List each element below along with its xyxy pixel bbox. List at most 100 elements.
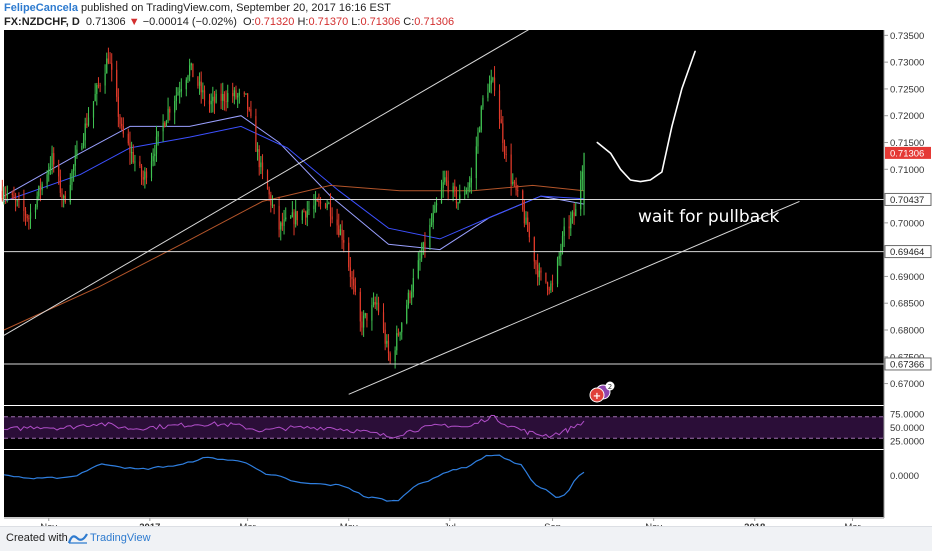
candle-body: [152, 156, 154, 162]
candle: [580, 170, 582, 216]
candle-body: [306, 210, 308, 218]
candle-body: [41, 183, 43, 191]
candle-body: [537, 264, 539, 278]
candle-body: [424, 242, 426, 248]
candle: [24, 207, 27, 226]
tradingview-brand[interactable]: TradingView: [90, 532, 151, 544]
candle-body: [412, 277, 414, 292]
created-with-text: Created with: [6, 532, 68, 544]
time-tick-label: Mar: [239, 522, 255, 526]
candle-body: [46, 174, 48, 184]
candle: [16, 198, 18, 207]
price-chart[interactable]: wait for pullback +2 0.73500 0.73000 0.7250…: [0, 30, 932, 526]
candle: [571, 210, 574, 224]
candle: [121, 117, 123, 131]
candle: [39, 178, 42, 202]
candle: [548, 286, 550, 295]
candle: [455, 186, 458, 209]
ohlc-close-label: C:: [403, 16, 415, 28]
candle-body: [387, 340, 390, 354]
candle: [343, 229, 345, 253]
events-badge[interactable]: +2: [589, 381, 615, 403]
candle: [106, 52, 108, 74]
candle-body: [232, 93, 234, 97]
candle-body: [349, 267, 351, 277]
candle: [197, 76, 199, 89]
candle-body: [6, 193, 8, 196]
candle-body: [76, 149, 78, 156]
candle: [452, 182, 454, 202]
candle: [563, 217, 565, 247]
candle-body: [296, 211, 298, 221]
candle-body: [421, 253, 423, 259]
candle-body: [87, 117, 90, 126]
time-tick-label: Jul: [444, 522, 456, 526]
candle-body: [429, 224, 431, 248]
candle-body: [556, 258, 559, 284]
candle: [180, 78, 182, 98]
candle: [470, 167, 472, 194]
candle: [440, 179, 443, 204]
trendline-0[interactable]: [3, 30, 533, 336]
candle-body: [490, 80, 492, 85]
macd-pane[interactable]: [4, 450, 884, 517]
candle: [303, 208, 305, 213]
main-pane[interactable]: [4, 30, 884, 405]
tradingview-logo-icon[interactable]: [68, 530, 88, 546]
candle: [411, 284, 413, 305]
candle-body: [328, 203, 330, 205]
candle-body: [174, 101, 176, 113]
candle: [533, 236, 535, 269]
candle-body: [339, 229, 342, 236]
candle: [523, 199, 525, 228]
candle-body: [283, 219, 285, 226]
candle-body: [551, 283, 554, 285]
candle-body: [505, 154, 507, 156]
candle: [260, 156, 262, 175]
level-tag-label: 0.69464: [890, 247, 924, 258]
candle: [140, 163, 143, 185]
event-count-bubble: [605, 381, 615, 391]
price-tick-label: 0.69000: [890, 272, 924, 283]
candle: [283, 209, 285, 235]
projection-drawing[interactable]: [596, 50, 696, 183]
candle: [74, 145, 76, 177]
candle-body: [444, 177, 446, 183]
annotation-wait-for-pullback[interactable]: wait for pullback: [638, 207, 779, 227]
candle: [177, 87, 179, 96]
candle: [389, 351, 391, 364]
candle-body: [399, 332, 401, 336]
candle: [13, 186, 15, 199]
candle-body: [313, 205, 315, 210]
candle: [406, 299, 408, 325]
candle-body: [180, 89, 182, 92]
candle-body: [366, 313, 368, 321]
candle-body: [527, 217, 529, 232]
candle: [15, 192, 17, 212]
candle: [49, 156, 52, 175]
candle: [341, 220, 343, 249]
candle-body: [318, 201, 320, 203]
candle-body: [106, 58, 108, 74]
candle: [363, 310, 365, 337]
candle-body: [139, 161, 141, 166]
candle: [480, 105, 482, 133]
candle-body: [59, 176, 61, 193]
candle: [394, 346, 396, 369]
candle-body: [363, 315, 365, 328]
candle: [469, 176, 471, 193]
author-link[interactable]: FelipeCancela: [4, 2, 78, 14]
candle: [430, 213, 433, 228]
candle-body: [203, 90, 206, 101]
candle-body: [488, 84, 491, 93]
candle-body: [503, 142, 506, 155]
last-price: 0.71306: [85, 16, 126, 28]
trendline-1[interactable]: [348, 200, 800, 395]
current-price-label: 0.71306: [890, 148, 924, 159]
candle-body: [502, 123, 504, 143]
candle: [503, 139, 506, 159]
candle-body: [583, 152, 585, 205]
candle-body: [215, 93, 217, 103]
candle: [550, 280, 552, 294]
candle: [348, 237, 350, 271]
